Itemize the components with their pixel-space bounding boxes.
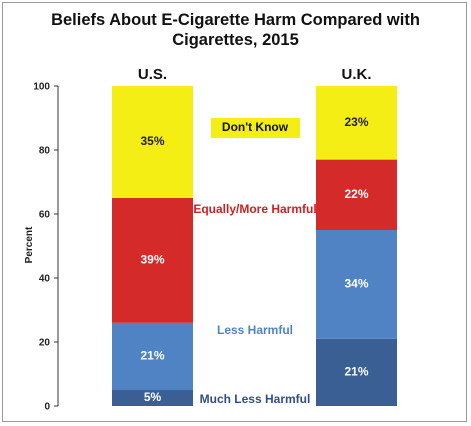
legend-entry: Equally/More Harmful [193, 202, 316, 216]
y-tick-label: 100 [33, 82, 50, 93]
bar-segment [316, 159, 397, 230]
y-tick-label: 0 [44, 402, 50, 413]
bar-segment [316, 86, 397, 160]
chart-title-line2: Cigarettes, 2015 [172, 31, 299, 49]
legend-entry: Don't Know [222, 120, 289, 134]
y-tick-label: 60 [39, 210, 51, 221]
data-label: 35% [140, 134, 164, 148]
bar-segment [112, 390, 193, 406]
chart-title-line1: Beliefs About E-Cigarette Harm Compared … [51, 11, 420, 29]
data-label: 21% [140, 349, 164, 363]
data-label: 34% [344, 277, 368, 291]
data-label: 39% [140, 253, 164, 267]
y-tick-label: 80 [39, 146, 51, 157]
bar-segment [112, 198, 193, 323]
bar-segment [112, 86, 193, 198]
legend-swatch [211, 118, 300, 138]
y-tick-label: 40 [39, 274, 51, 285]
data-label: 22% [344, 187, 368, 201]
legend-entry: Much Less Harmful [200, 392, 311, 406]
chart-title: Beliefs About E-Cigarette Harm Compared … [0, 10, 471, 50]
y-axis: 0 20 40 60 80 100 [33, 82, 59, 413]
y-tick-label: 20 [39, 338, 51, 349]
category-label: U.K. [342, 66, 372, 83]
y-axis-label: Percent [24, 226, 35, 263]
data-label: 5% [144, 390, 162, 404]
bar-segment [112, 322, 193, 390]
legend-entry: Less Harmful [217, 323, 293, 337]
data-label: 21% [344, 365, 368, 379]
inline-legend: Much Less Harmful Less Harmful Equally/Mor… [193, 118, 317, 406]
bar-segment [316, 230, 397, 339]
bar-segment [316, 338, 397, 406]
data-label: 23% [344, 115, 368, 129]
bars: 5% 21% 39% 35% 21% 34% 22% 23% [112, 86, 397, 406]
category-label: U.S. [138, 66, 167, 83]
category-labels: U.S. U.K. [138, 66, 372, 83]
